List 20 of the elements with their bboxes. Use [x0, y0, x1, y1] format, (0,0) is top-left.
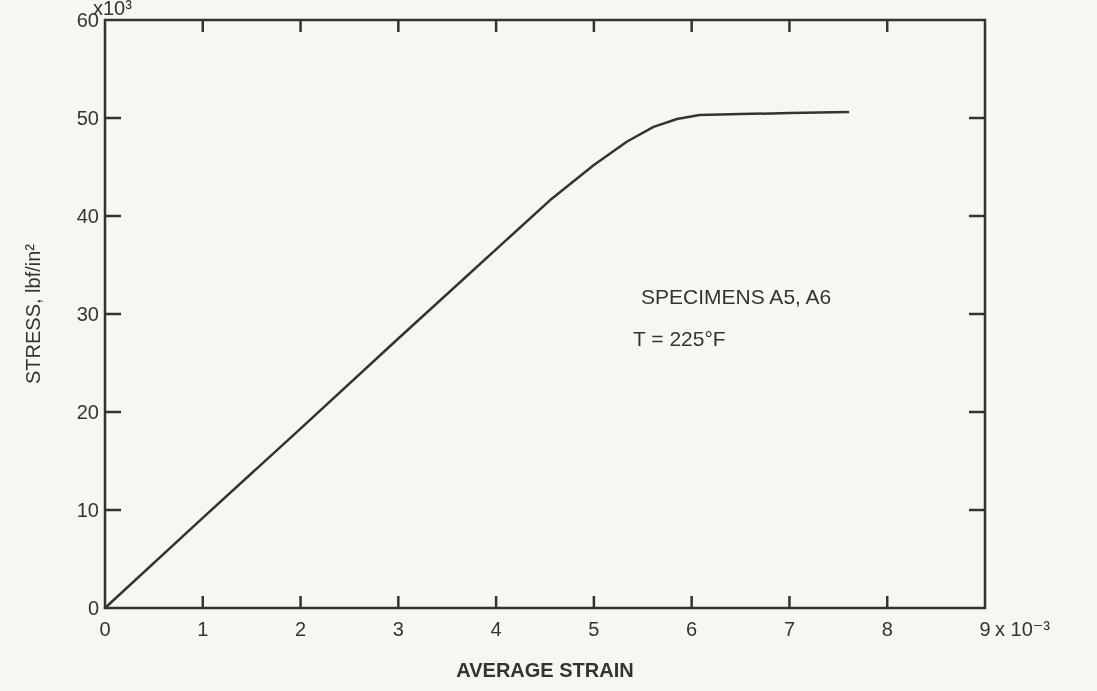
x-tick-label: 9	[979, 618, 991, 640]
annotation: SPECIMENS A5, A6	[641, 285, 832, 309]
text: x 10⁻³	[995, 618, 1051, 640]
x-tick-label: 1	[197, 618, 209, 640]
x-tick-label: 6	[686, 618, 698, 640]
x-tick-label: 5	[588, 618, 600, 640]
x-tick-label: 7	[783, 618, 796, 640]
y-tick-label: 30	[76, 303, 99, 325]
y-tick-label: 20	[76, 401, 99, 423]
x-tick-label: 4	[490, 618, 502, 640]
x-tick-label: 2	[294, 618, 307, 640]
y-tick-label: 40	[76, 205, 99, 227]
y-axis-title: STRESS, lbf/in²	[22, 243, 44, 385]
y-tick-label: 50	[76, 107, 99, 129]
y-tick-label: 0	[87, 597, 99, 619]
y-tick-label: 10	[76, 499, 99, 521]
x-tick-label: 3	[392, 618, 404, 640]
x-axis-title: AVERAGE STRAIN	[456, 659, 634, 681]
annotation: T = 225°F	[633, 327, 726, 351]
x-tick-label: 8	[881, 618, 893, 640]
